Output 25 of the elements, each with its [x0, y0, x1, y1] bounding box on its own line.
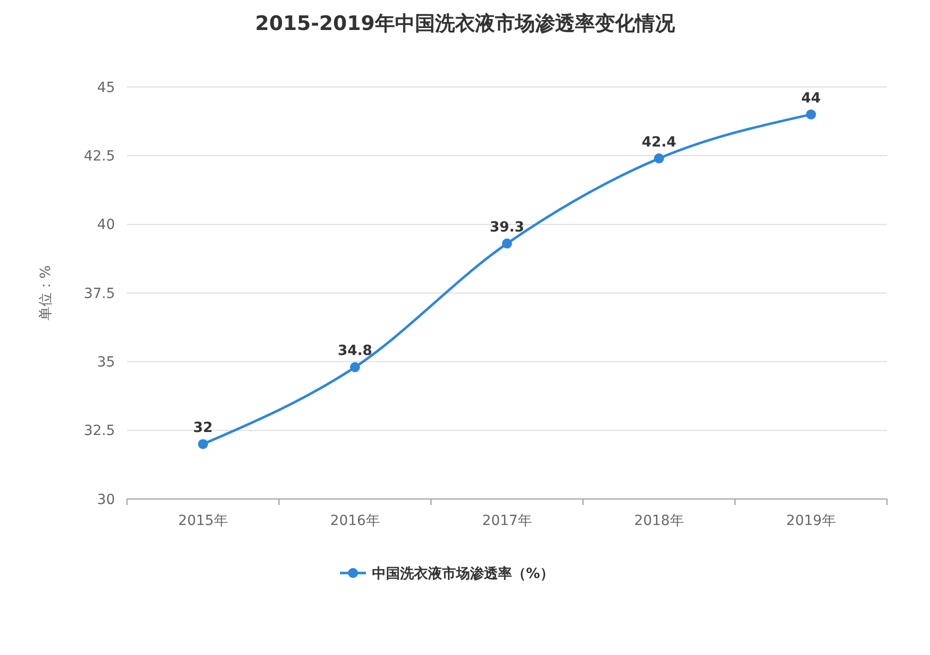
x-tick-label: 2017年 — [482, 513, 532, 529]
point — [198, 439, 208, 450]
data-label: 32 — [193, 420, 213, 436]
y-tick-label: 42.5 — [84, 148, 115, 165]
y-tick-label: 37.5 — [84, 286, 115, 302]
legend-label: 中国洗衣液市场渗透率（%） — [372, 564, 554, 582]
y-tick-label: 45 — [97, 80, 115, 96]
point — [350, 362, 360, 372]
x-tick-label: 2016年 — [330, 513, 380, 529]
y-tick-label: 35 — [97, 354, 115, 371]
y-tick-label: 40 — [97, 217, 115, 234]
chart-title: 2015-2019年中国洗衣液市场渗透率变化情况 — [255, 11, 676, 35]
point — [502, 238, 512, 249]
y-axis-title: 单位：% — [38, 265, 54, 321]
point — [806, 109, 816, 120]
x-tick-label: 2019年 — [786, 513, 836, 529]
point — [654, 153, 664, 164]
y-tick-label: 32.5 — [84, 423, 115, 440]
y-tick-label: 30 — [97, 492, 115, 508]
data-label: 42.4 — [642, 134, 677, 150]
x-tick-label: 2018年 — [634, 513, 684, 529]
x-tick-label: 2015年 — [178, 513, 228, 529]
data-label: 44 — [801, 90, 821, 106]
data-label: 34.8 — [338, 343, 372, 360]
data-label: 39.3 — [490, 220, 524, 236]
